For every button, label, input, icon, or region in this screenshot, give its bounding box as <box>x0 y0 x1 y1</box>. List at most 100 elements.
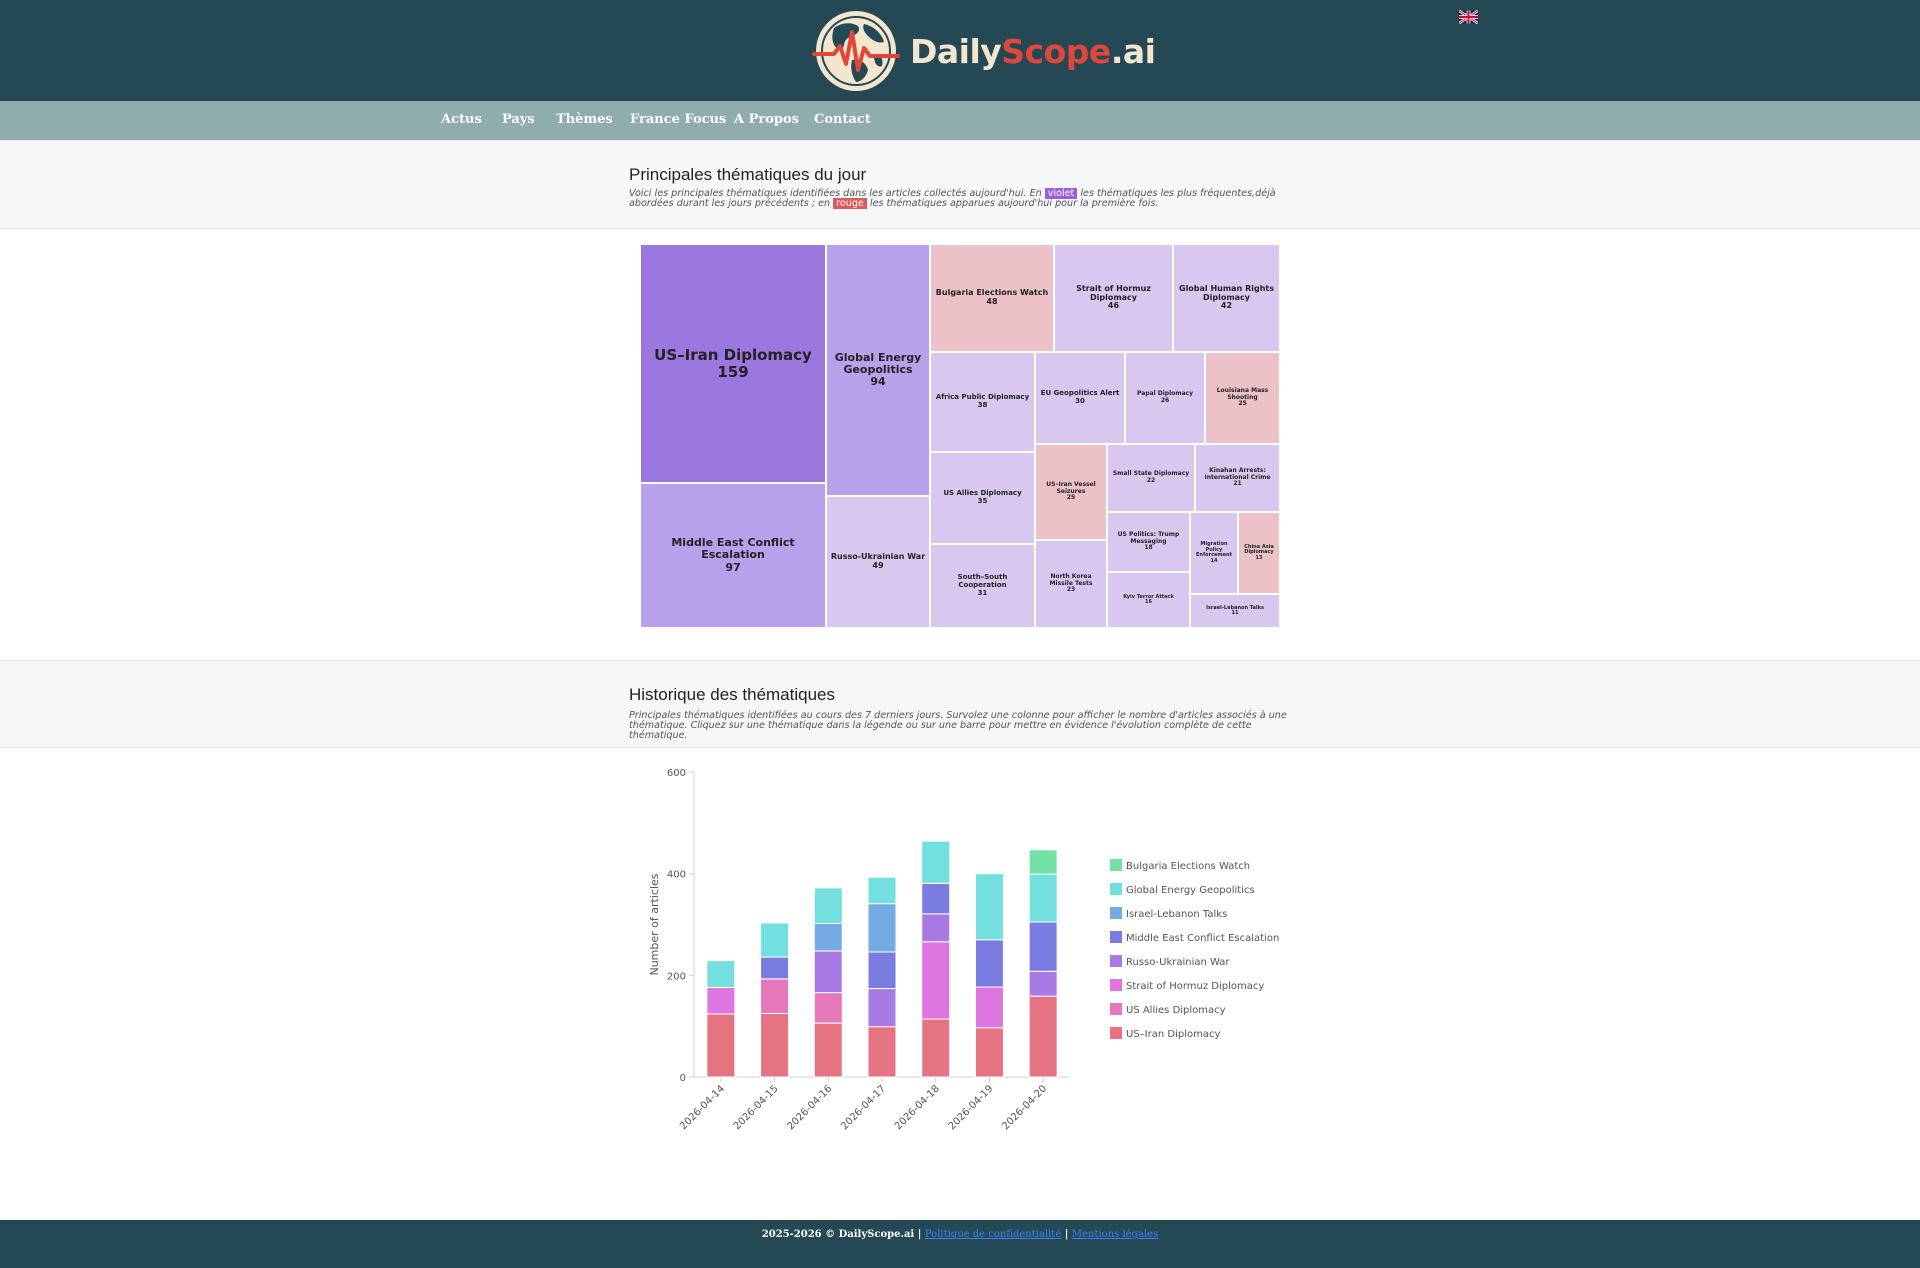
treemap-tile[interactable]: Russo-Ukrainian War 49 <box>826 496 930 628</box>
legend-item-label[interactable]: US Allies Diplomacy <box>1126 1005 1226 1016</box>
bar-segment[interactable] <box>921 913 951 943</box>
treemap-tile-count: 23 <box>1066 586 1076 594</box>
nav-item-a-propos[interactable]: A Propos <box>734 112 799 127</box>
legend-item-label[interactable]: Middle East Conflict Escalation <box>1126 933 1279 944</box>
legend-swatch[interactable] <box>1110 1027 1122 1039</box>
legend-item-label[interactable]: Russo-Ukrainian War <box>1126 957 1230 968</box>
treemap-tile[interactable]: US Politics: Trump Messaging 18 <box>1107 512 1190 572</box>
nav-item-actus[interactable]: Actus <box>441 112 482 127</box>
bar-segment[interactable] <box>1028 873 1058 923</box>
legend-swatch[interactable] <box>1110 883 1122 895</box>
legend-swatch[interactable] <box>1110 907 1122 919</box>
topics-description: Voici les principales thématiques identi… <box>629 188 1289 209</box>
treemap-tile-label: US–Iran Diplomacy <box>654 346 812 364</box>
uk-flag-icon[interactable] <box>1459 10 1478 24</box>
treemap-tile[interactable]: US–Iran Vessel Seizures 25 <box>1035 444 1107 540</box>
treemap-tile[interactable]: US–Iran Diplomacy 159 <box>640 244 826 483</box>
bar-segment[interactable] <box>867 903 897 953</box>
bar-segment[interactable] <box>867 988 897 1028</box>
bar-segment[interactable] <box>760 978 790 1014</box>
treemap-tile-count: 18 <box>1144 544 1153 552</box>
treemap-tile-count: 30 <box>1075 397 1085 405</box>
legend-item-label[interactable]: Israel-Lebanon Talks <box>1126 909 1227 920</box>
legend-item-label[interactable]: Strait of Hormuz Diplomacy <box>1126 981 1264 992</box>
treemap-tile[interactable]: China Asia Diplomacy 13 <box>1238 512 1280 594</box>
bar-segment[interactable] <box>867 1026 897 1078</box>
treemap-tile[interactable]: Africa Public Diplomacy 38 <box>930 352 1035 452</box>
legal-notice-link[interactable]: Mentions légales <box>1071 1229 1159 1240</box>
logo-wordmark: DailyScope.ai <box>910 31 1156 71</box>
bar-segment[interactable] <box>921 941 951 1020</box>
topics-desc-part2: les thématiques les plus fréquentes,déjà… <box>629 188 1276 209</box>
bar-segment[interactable] <box>974 873 1004 941</box>
bar-segment[interactable] <box>813 887 843 924</box>
treemap-tile[interactable]: Kinahan Arrests: International Crime 21 <box>1195 444 1280 512</box>
treemap-tile[interactable]: Middle East Conflict Escalation 97 <box>640 483 826 628</box>
treemap-tile[interactable]: EU Geopolitics Alert 30 <box>1035 352 1125 444</box>
bar-segment[interactable] <box>760 1012 790 1078</box>
treemap-tile[interactable]: Migration Policy Enforcement 14 <box>1190 512 1238 594</box>
bar-segment[interactable] <box>974 939 1004 988</box>
site-logo[interactable]: DailyScope.ai <box>812 8 1156 94</box>
logo-part-ai: .ai <box>1110 31 1156 71</box>
treemap-tile[interactable]: Israel-Lebanon Talks 11 <box>1190 594 1280 628</box>
x-tick-label: 2026-04-16 <box>786 1083 835 1132</box>
legend-item-label[interactable]: Bulgaria Elections Watch <box>1126 861 1250 872</box>
legend-item-label[interactable]: Global Energy Geopolitics <box>1126 885 1255 896</box>
bar-segment[interactable] <box>921 840 951 884</box>
legend-swatch[interactable] <box>1110 931 1122 943</box>
treemap-tile[interactable]: North Korea Missile Tests 23 <box>1035 540 1107 628</box>
bar-segment[interactable] <box>1028 970 1058 997</box>
bar-segment[interactable] <box>1028 995 1058 1078</box>
treemap-tile[interactable]: Kyiv Terror Attack 16 <box>1107 572 1190 628</box>
treemap-tile-label: Bulgaria Elections Watch <box>935 288 1049 298</box>
nav-item-france-focus[interactable]: France Focus <box>630 112 727 127</box>
bar-segment[interactable] <box>760 922 790 958</box>
bar-segment[interactable] <box>1028 921 1058 972</box>
treemap-tile[interactable]: Louisiana Mass Shooting 25 <box>1205 352 1280 444</box>
bar-segment[interactable] <box>706 1013 736 1078</box>
bar-segment[interactable] <box>813 992 843 1024</box>
treemap-tile[interactable]: Bulgaria Elections Watch 48 <box>930 244 1054 352</box>
treemap-tile-count: 97 <box>725 560 741 574</box>
bar-segment[interactable] <box>813 950 843 994</box>
bar-segment[interactable] <box>813 1022 843 1078</box>
bar-segment[interactable] <box>813 922 843 952</box>
bar-segment[interactable] <box>760 956 790 980</box>
bar-segment[interactable] <box>921 882 951 915</box>
legend-swatch[interactable] <box>1110 979 1122 991</box>
bar-segment[interactable] <box>867 876 897 905</box>
site-footer <box>0 1220 1920 1268</box>
bar-segment[interactable] <box>867 951 897 990</box>
nav-item-pays[interactable]: Pays <box>502 112 535 127</box>
bar-segment[interactable] <box>706 960 736 989</box>
bar-segment[interactable] <box>974 986 1004 1029</box>
treemap-tile-label: Africa Public Diplomacy <box>935 393 1030 402</box>
treemap-tile[interactable]: US Allies Diplomacy 35 <box>930 452 1035 544</box>
treemap-tile[interactable]: South–South Cooperation 31 <box>930 544 1035 628</box>
bar-segment[interactable] <box>706 987 736 1015</box>
treemap-tile-label: EU Geopolitics Alert <box>1040 389 1120 398</box>
treemap-tile[interactable]: Global Energy Geopolitics 94 <box>826 244 930 496</box>
treemap-tile[interactable]: Papal Diplomacy 26 <box>1125 352 1205 444</box>
bar-segment[interactable] <box>921 1018 951 1078</box>
treemap-tile-label: China Asia Diplomacy <box>1244 543 1274 556</box>
legend-swatch[interactable] <box>1110 955 1122 967</box>
treemap-tile[interactable]: Strait of Hormuz Diplomacy 46 <box>1054 244 1173 352</box>
treemap-tile-label: Migration Policy Enforcement <box>1196 541 1232 558</box>
legend-swatch[interactable] <box>1110 859 1122 871</box>
treemap-tile[interactable]: Global Human Rights Diplomacy 42 <box>1173 244 1280 352</box>
treemap-tile[interactable]: Small State Diplomacy 22 <box>1107 444 1195 512</box>
legend-swatch[interactable] <box>1110 1003 1122 1015</box>
nav-item-themes[interactable]: Thèmes <box>556 112 613 127</box>
treemap-tile-count: 22 <box>1146 477 1156 484</box>
legend-item-label[interactable]: US–Iran Diplomacy <box>1126 1029 1220 1040</box>
bar-segment[interactable] <box>1028 849 1058 875</box>
topics-header-band: Principales thématiques du jour Voici le… <box>0 140 1920 229</box>
treemap-tile-label: Global Human Rights Diplomacy <box>1179 283 1274 302</box>
history-title: Historique des thématiques <box>629 685 836 704</box>
privacy-policy-link[interactable]: Politique de confidentialité <box>924 1229 1062 1240</box>
nav-item-contact[interactable]: Contact <box>814 112 871 127</box>
bar-segment[interactable] <box>974 1027 1004 1078</box>
treemap-tile-count: 159 <box>717 362 749 381</box>
